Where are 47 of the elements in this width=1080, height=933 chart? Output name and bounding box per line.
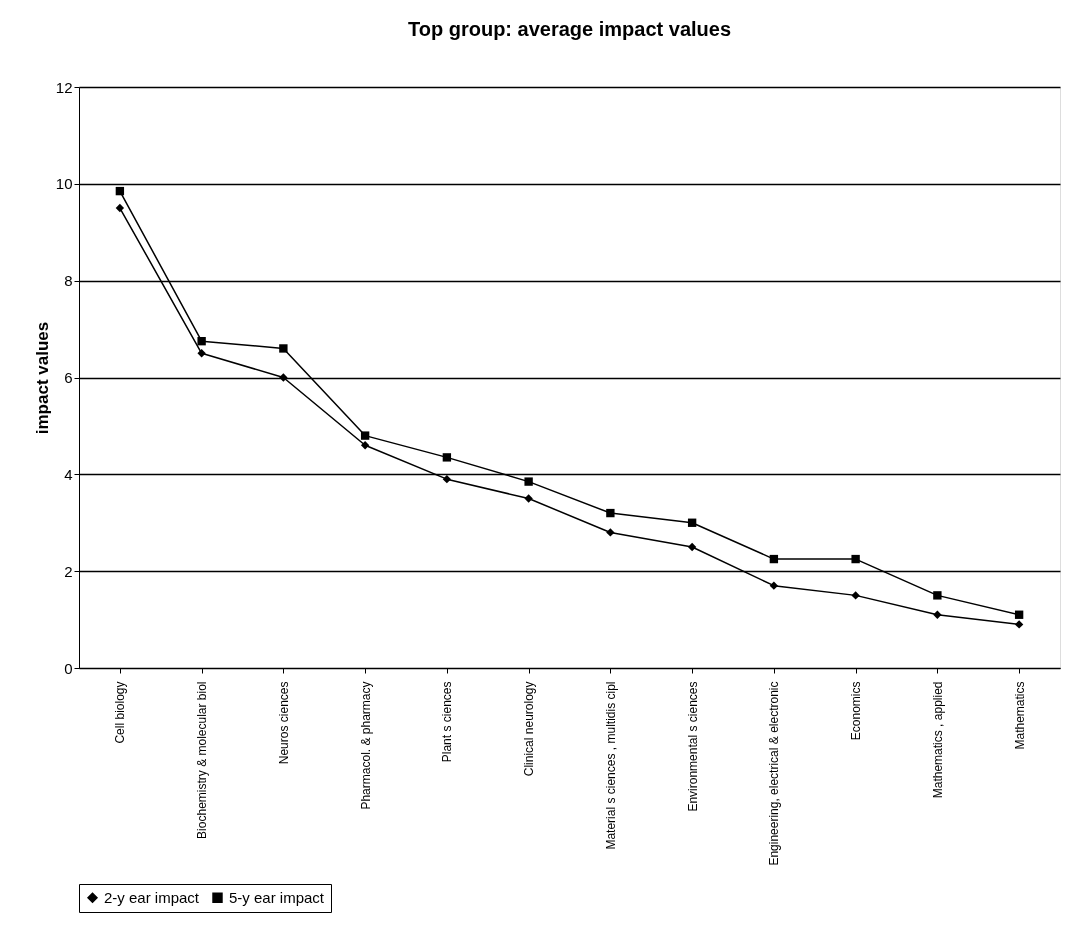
x-tick-label: Cell biology (113, 681, 128, 744)
y-tick-label: 12 (55, 78, 73, 96)
point (1014, 610, 1024, 619)
point (279, 344, 288, 353)
point (442, 453, 452, 462)
point (606, 508, 615, 518)
point (769, 554, 779, 564)
x-tick-label: Plant s ciences (440, 681, 455, 763)
point (933, 591, 942, 600)
legend-label: 2-y ear impact (104, 888, 200, 906)
point (360, 441, 370, 450)
point (933, 610, 942, 619)
x-tick-label: Mathematics , applied (930, 681, 945, 799)
x-tick-label: Material s ciences , multidis cipl (603, 681, 618, 850)
chart-title: Top group: average impact values (407, 18, 732, 40)
y-tick-label: 4 (64, 465, 73, 483)
point (524, 477, 533, 486)
point (1014, 620, 1024, 629)
point (115, 203, 125, 213)
y-tick-label: 10 (55, 175, 73, 193)
x-tick-label: Biochemistry & molecular biol (195, 681, 210, 839)
x-tick-label: Economics (849, 681, 864, 741)
point (197, 349, 206, 358)
x-tick-label: Engineering, electrical & electronic (767, 681, 782, 866)
point (360, 431, 370, 440)
point (687, 542, 697, 552)
y-tick-label: 0 (64, 659, 73, 677)
y-tick-label: 8 (64, 272, 73, 290)
x-tick-label: Pharmacol. & pharmacy (358, 681, 373, 810)
x-tick-label: Clinical neurology (522, 681, 537, 777)
x-tick-label: Neuros ciences (276, 681, 291, 765)
y-tick-label: 2 (64, 562, 73, 580)
y-axis-title: impact values (32, 321, 52, 435)
point (769, 581, 779, 590)
point (606, 528, 615, 537)
point (851, 554, 860, 564)
point (851, 591, 860, 600)
point (197, 337, 206, 346)
x-tick-label: Environmental s ciences (685, 681, 700, 812)
point (524, 494, 533, 503)
point (687, 518, 697, 527)
legend-label: 5-y ear impact (229, 888, 325, 906)
y-tick-label: 6 (64, 369, 73, 386)
point (442, 474, 452, 484)
x-tick-label: Mathematics (1012, 681, 1027, 750)
point (279, 373, 288, 382)
point (115, 186, 125, 196)
